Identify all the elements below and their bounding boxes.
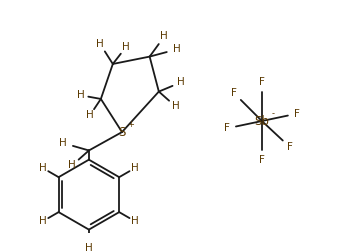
Text: H: H [39,163,47,173]
Text: H: H [131,216,139,226]
Text: H: H [122,42,130,52]
Text: -: - [271,109,274,118]
Text: F: F [224,123,230,133]
Text: +: + [127,120,134,129]
Text: F: F [294,109,300,119]
Text: H: H [173,44,181,54]
Text: F: F [259,155,265,165]
Text: H: H [85,243,93,252]
Text: H: H [39,216,47,226]
Text: H: H [172,101,179,111]
Text: H: H [96,39,104,49]
Text: H: H [77,90,85,100]
Text: H: H [177,77,185,87]
Text: H: H [68,160,76,170]
Text: F: F [259,77,265,87]
Text: Sb: Sb [254,114,269,128]
Text: H: H [160,31,168,41]
Text: H: H [59,138,67,148]
Text: S: S [118,125,126,139]
Text: H: H [131,163,139,173]
Text: F: F [232,88,237,99]
Text: F: F [286,142,293,152]
Text: H: H [86,110,94,120]
